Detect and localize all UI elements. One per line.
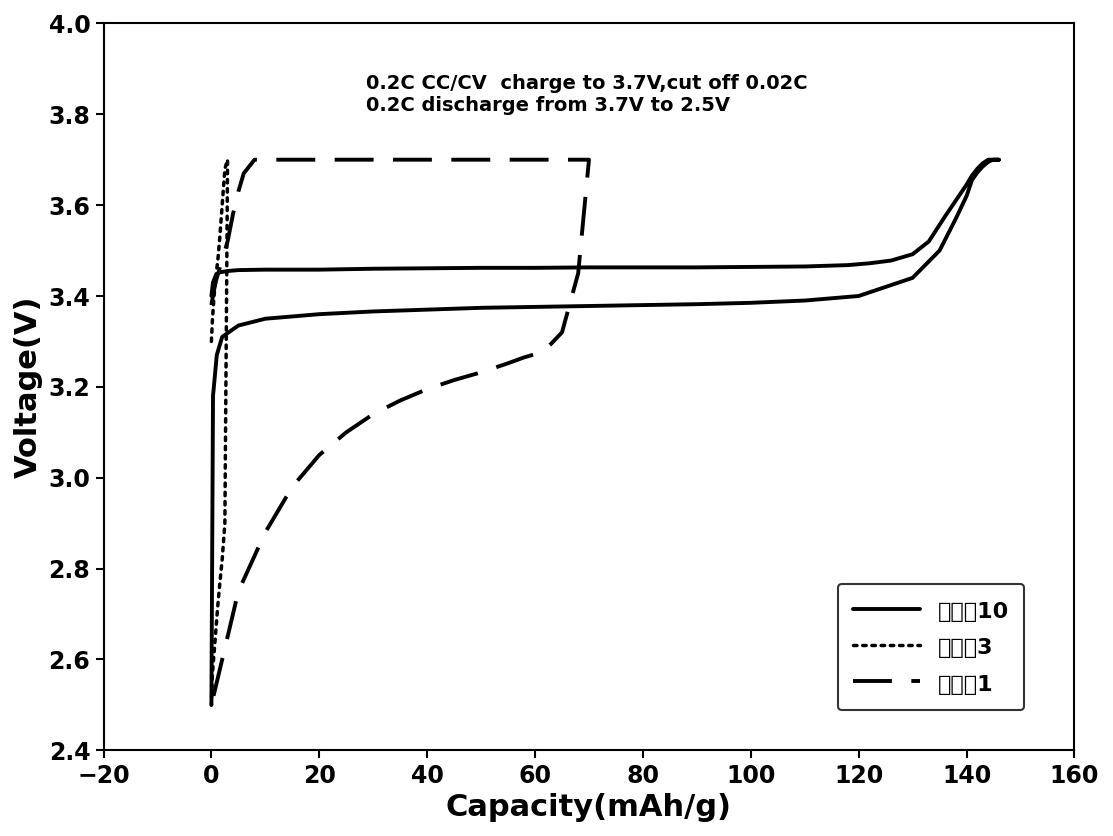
实施例10 [205,291,218,301]
对比例1 [394,155,407,165]
对比例3 [206,668,219,678]
对比例1 [474,155,487,165]
对比例3 [209,627,223,637]
对比例1 [366,409,380,419]
对比例3 [216,554,229,564]
对比例1 [216,255,229,265]
对比例1 [237,168,250,178]
对比例1 [421,384,434,394]
对比例1 [501,359,514,369]
对比例3 [211,255,225,265]
对比例1 [474,367,487,377]
对比例1 [544,339,558,349]
对比例1 [539,344,552,354]
对比例1 [206,291,219,301]
对比例3 [210,263,224,273]
实施例10 [205,700,218,710]
实施例10 [982,155,995,165]
对比例3 [205,336,218,346]
对比例3 [216,200,229,210]
对比例1 [232,186,245,196]
对比例1 [501,155,514,165]
对比例1 [216,655,229,665]
对比例1 [248,155,262,165]
对比例1 [421,155,434,165]
Line: 对比例3: 对比例3 [211,160,227,705]
对比例1 [582,155,595,165]
对比例1 [339,427,353,437]
对比例1 [313,155,326,165]
对比例1 [447,375,461,385]
实施例10 [366,307,380,317]
对比例1 [366,155,380,165]
对比例3 [218,518,232,528]
对比例3 [211,600,225,610]
对比例3 [220,155,234,165]
对比例3 [207,291,220,301]
实施例10 [798,262,811,272]
对比例1 [208,282,221,292]
对比例1 [210,273,224,283]
对比例3 [220,155,234,165]
Legend: 实施例10, 对比例3, 对比例1: 实施例10, 对比例3, 对比例1 [838,584,1024,710]
对比例1 [286,482,299,492]
对比例1 [582,155,595,165]
对比例1 [220,237,234,247]
对比例1 [394,395,407,405]
对比例3 [206,314,219,324]
对比例3 [207,655,220,665]
对比例1 [534,346,548,356]
对比例3 [210,614,224,624]
对比例1 [258,155,272,165]
对比例3 [218,164,232,174]
对比例3 [209,273,223,283]
对比例3 [208,641,221,651]
对比例1 [205,300,218,310]
X-axis label: Capacity(mAh/g): Capacity(mAh/g) [446,793,732,822]
实施例10 [582,263,595,273]
对比例1 [555,328,569,338]
对比例1 [529,155,542,165]
Line: 对比例1: 对比例1 [211,160,589,705]
对比例1 [213,263,226,273]
对比例1 [286,155,299,165]
对比例1 [555,155,569,165]
对比例1 [205,700,218,710]
对比例1 [232,586,245,596]
实施例10 [989,155,1003,165]
对比例3 [213,582,226,592]
对比例1 [226,209,239,219]
对比例1 [339,155,353,165]
对比例1 [518,352,531,362]
对比例3 [213,237,226,247]
Text: 0.2C CC/CV  charge to 3.7V,cut off 0.02C
0.2C discharge from 3.7V to 2.5V: 0.2C CC/CV charge to 3.7V,cut off 0.02C … [366,74,807,115]
对比例1 [313,450,326,460]
实施例10 [976,161,989,171]
实施例10 [232,265,245,275]
对比例1 [258,528,272,538]
Line: 实施例10: 实施例10 [211,160,998,705]
对比例1 [529,349,542,359]
对比例1 [571,268,584,278]
对比例1 [447,155,461,165]
Y-axis label: Voltage(V): Voltage(V) [13,296,43,478]
对比例3 [205,700,218,710]
